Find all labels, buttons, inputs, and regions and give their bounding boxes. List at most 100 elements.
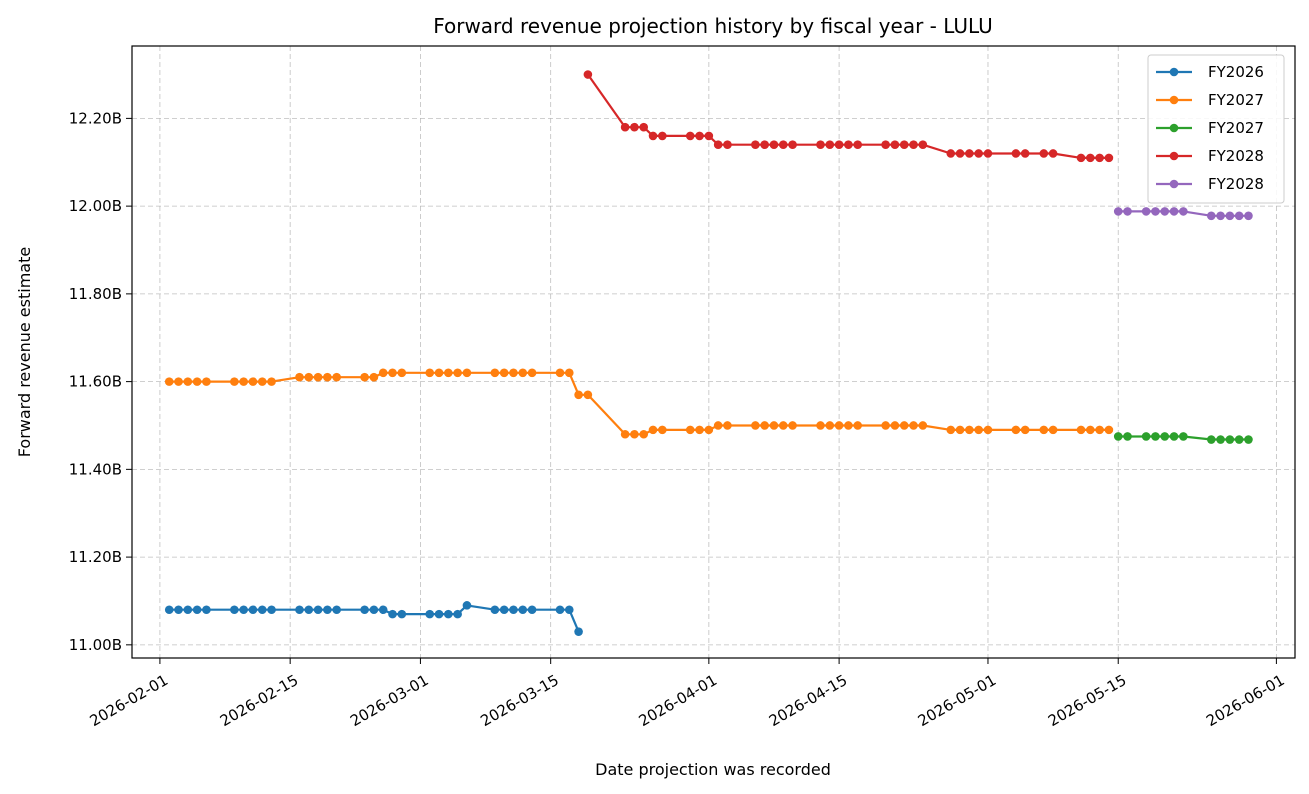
data-point — [239, 605, 248, 615]
data-point — [425, 609, 435, 619]
data-point — [462, 601, 472, 610]
data-point — [695, 425, 704, 435]
data-point — [1225, 211, 1235, 221]
data-point — [1141, 207, 1151, 216]
data-point — [1076, 153, 1086, 163]
data-point — [1123, 207, 1132, 216]
data-point — [509, 368, 518, 378]
data-point — [360, 372, 369, 382]
y-tick-label: 12.20B — [69, 109, 122, 127]
data-point — [332, 372, 341, 382]
data-point — [1206, 435, 1216, 444]
data-point — [778, 421, 788, 430]
data-point — [1095, 153, 1104, 163]
data-point — [648, 425, 658, 435]
y-tick-label: 12.00B — [69, 197, 122, 215]
data-point — [955, 425, 965, 435]
data-point — [620, 122, 630, 132]
data-point — [518, 368, 528, 378]
data-point — [1104, 153, 1114, 163]
series-2 — [1113, 432, 1253, 444]
legend-box — [1147, 54, 1285, 204]
legend-label: FY2028 — [1208, 147, 1264, 165]
data-point — [192, 377, 202, 386]
series-4 — [1113, 207, 1253, 221]
data-point — [164, 377, 174, 386]
data-point — [918, 421, 928, 430]
data-point — [844, 421, 853, 430]
data-point — [658, 425, 667, 435]
data-point — [769, 421, 779, 430]
data-point — [202, 377, 211, 386]
data-point — [639, 429, 649, 439]
data-point — [425, 368, 435, 378]
data-point — [1151, 432, 1160, 441]
data-point — [816, 421, 825, 430]
data-point — [304, 372, 314, 382]
data-point — [257, 605, 267, 615]
data-point — [574, 627, 583, 636]
data-point — [1095, 425, 1104, 435]
data-point — [323, 605, 332, 615]
data-point — [369, 372, 379, 382]
data-point — [304, 605, 314, 615]
data-point — [685, 131, 695, 141]
series-3 — [583, 70, 1114, 163]
data-point — [751, 140, 760, 150]
data-point — [639, 122, 649, 132]
legend: FY2026 FY2027 FY2027 FY2028 FY2028 — [1147, 54, 1285, 204]
data-point — [1039, 149, 1049, 158]
data-point — [518, 605, 528, 615]
data-point — [630, 429, 639, 439]
data-point — [388, 368, 397, 378]
data-point — [434, 609, 444, 619]
data-point — [583, 390, 593, 400]
data-point — [1234, 211, 1244, 221]
data-point — [462, 368, 472, 378]
data-point — [248, 605, 258, 615]
data-point — [332, 605, 341, 615]
chart-title: Forward revenue projection history by fi… — [433, 14, 993, 38]
data-point — [1039, 425, 1049, 435]
data-point — [499, 368, 509, 378]
data-point — [564, 368, 574, 378]
series-0 — [164, 601, 583, 636]
data-point — [834, 421, 844, 430]
data-point — [890, 421, 900, 430]
data-point — [527, 605, 537, 615]
data-point — [583, 70, 593, 79]
data-point — [974, 425, 983, 435]
data-point — [1113, 432, 1123, 441]
data-point — [1169, 432, 1179, 441]
data-point — [1244, 211, 1253, 221]
data-point — [816, 140, 825, 150]
data-point — [620, 429, 630, 439]
data-point — [490, 605, 500, 615]
data-point — [574, 390, 583, 400]
data-point — [1160, 432, 1170, 441]
data-point — [1011, 149, 1021, 158]
data-point — [564, 605, 574, 615]
data-point — [323, 372, 332, 382]
data-point — [890, 140, 900, 150]
data-point — [881, 421, 890, 430]
y-tick-label: 11.20B — [69, 548, 122, 566]
legend-label: FY2026 — [1208, 63, 1264, 81]
data-point — [1234, 435, 1244, 444]
data-point — [965, 425, 974, 435]
series-layer — [164, 70, 1253, 636]
data-point — [760, 140, 769, 150]
data-point — [1206, 211, 1216, 221]
data-point — [369, 605, 379, 615]
data-point — [704, 131, 714, 141]
data-point — [444, 609, 453, 619]
data-point — [1011, 425, 1021, 435]
data-point — [1104, 425, 1114, 435]
data-point — [751, 421, 760, 430]
data-point — [378, 605, 388, 615]
data-point — [788, 421, 797, 430]
data-point — [555, 368, 565, 378]
data-point — [202, 605, 211, 615]
legend-marker — [1169, 179, 1179, 189]
